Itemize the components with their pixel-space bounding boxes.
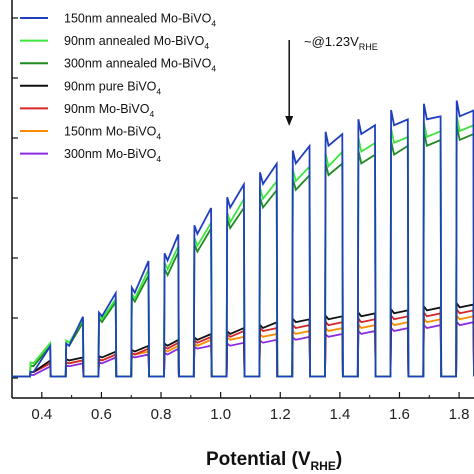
plot-axes [11,0,474,399]
annotation-arrow-head [285,116,294,126]
x-tick-label: 1.2 [270,406,291,423]
x-tick-label: 0.8 [151,406,172,423]
series-line [12,319,474,378]
legend-item: 150nm Mo-BiVO4 [64,125,161,142]
x-tick-label: 1.8 [449,406,470,423]
x-ticks: 0.4 0.6 0.8 1.0 1.2 1.4 1.6 1.8 [31,392,470,423]
series-layer [12,100,474,378]
series-line [12,100,474,378]
legend-item: 150nm annealed Mo-BiVO4 [64,12,216,29]
series-line [12,125,474,378]
x-tick-label: 1.0 [210,406,231,423]
x-tick-label: 0.4 [31,406,52,423]
legend-item: 90nm annealed Mo-BiVO4 [64,34,209,51]
annotation: ~@1.23VRHE [285,34,378,126]
legend-item: 90nm Mo-BiVO4 [64,102,154,119]
legend: 150nm annealed Mo-BiVO4 90nm annealed Mo-… [20,12,216,164]
legend-item: 90nm pure BiVO4 [64,79,161,96]
series-line [12,300,474,378]
legend-item: 300nm annealed Mo-BiVO4 [64,57,216,74]
annotation-text: ~@1.23VRHE [304,34,378,52]
legend-item: 300nm Mo-BiVO4 [64,147,161,164]
x-tick-label: 1.6 [389,406,410,423]
x-tick-label: 1.4 [329,406,350,423]
x-tick-label: 0.6 [91,406,112,423]
x-axis-label: Potential (VRHE) [206,449,342,473]
